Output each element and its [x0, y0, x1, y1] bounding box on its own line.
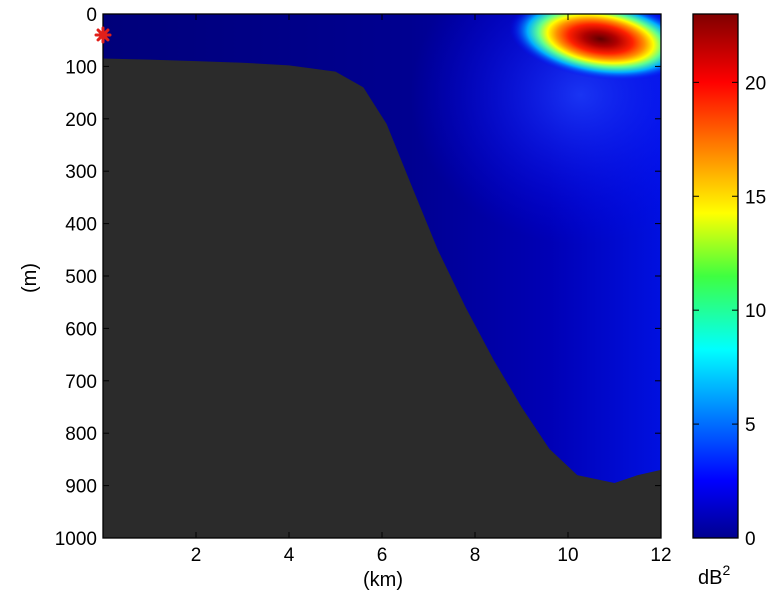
y-tick-label: 500 [65, 267, 97, 288]
y-tick-label: 900 [65, 477, 97, 498]
colorbar-tick-label: 10 [745, 301, 766, 322]
y-tick-label: 200 [65, 110, 97, 131]
y-tick-label: 800 [65, 424, 97, 445]
colorbar-tick-label: 5 [745, 415, 756, 436]
x-tick-label: 12 [650, 545, 671, 566]
y-axis-label: (m) [19, 263, 41, 293]
y-tick-label: 0 [86, 5, 97, 26]
x-axis-label: (km) [363, 569, 403, 591]
colorbar-label-unit: dB [698, 567, 722, 589]
source-marker [94, 26, 112, 44]
x-tick-label: 4 [284, 545, 295, 566]
y-tick-label: 400 [65, 215, 97, 236]
colorbar-tick-label: 0 [745, 529, 756, 550]
y-ticks: 0 100 200 300 400 500 600 700 800 900 1000 [55, 5, 661, 550]
y-tick-label: 300 [65, 162, 97, 183]
x-ticks: 2 4 6 8 10 12 [191, 14, 672, 566]
x-tick-label: 2 [191, 545, 202, 566]
colorbar-tick-label: 20 [745, 73, 766, 94]
colorbar-tick-label: 15 [745, 187, 766, 208]
colorbar-label-exponent: 2 [722, 562, 730, 578]
colorbar-label: dB2 [698, 562, 730, 589]
seabed [103, 58, 661, 538]
x-tick-label: 6 [377, 545, 388, 566]
y-tick-label: 100 [65, 57, 97, 78]
source-marker-stroke [96, 28, 110, 42]
y-tick-label: 600 [65, 319, 97, 340]
colorbar-ticks: 0 5 10 15 20 [693, 73, 766, 550]
plot-area [103, 14, 661, 538]
y-tick-label: 700 [65, 372, 97, 393]
y-tick-label: 1000 [55, 529, 97, 550]
colorbar [692, 13, 739, 539]
x-tick-label: 8 [470, 545, 481, 566]
field-hotspot [509, 14, 661, 81]
x-tick-label: 10 [557, 545, 578, 566]
